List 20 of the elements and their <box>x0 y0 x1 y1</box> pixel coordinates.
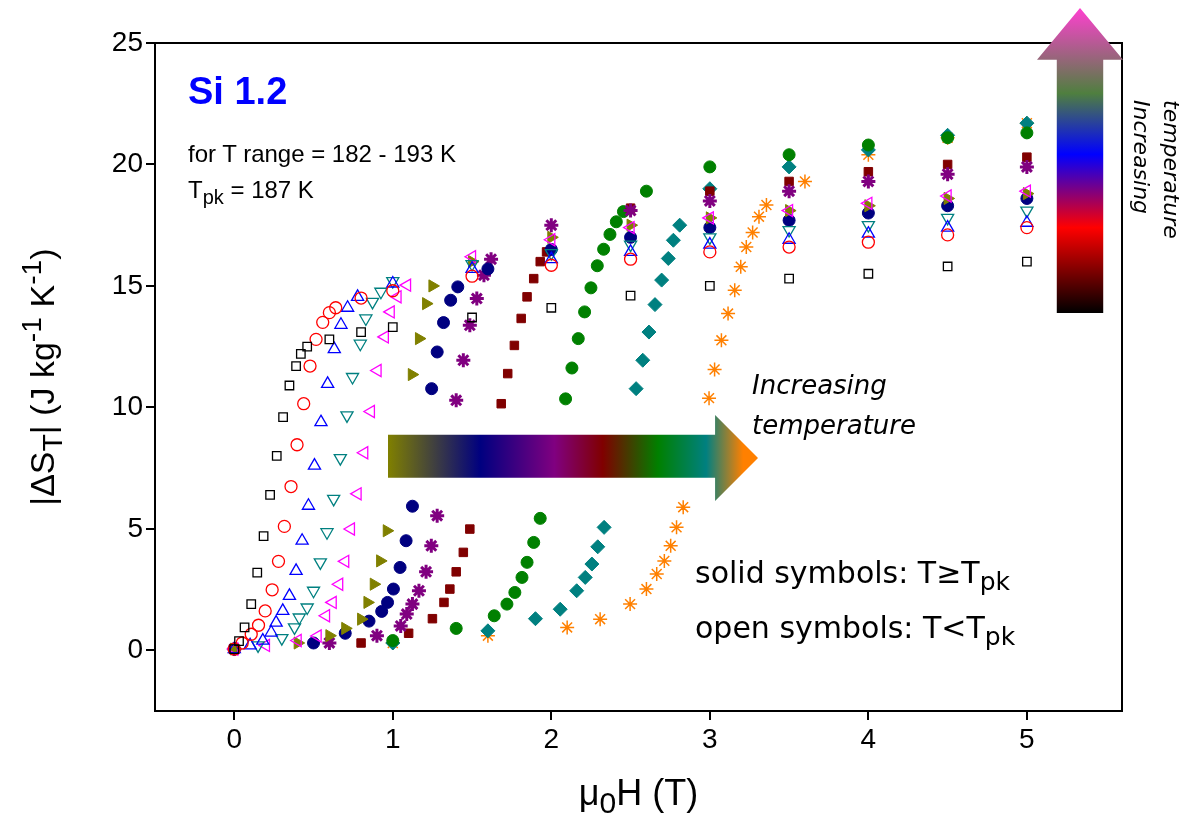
x-tick-label: 2 <box>543 722 560 754</box>
x-tick-label: 0 <box>226 722 243 754</box>
annotation: solid symbols: T≥T$_{pk}$ <box>695 555 1010 596</box>
annotation: open symbols: T<T$_{pk}$ <box>695 610 1016 651</box>
y-tick-label: 15 <box>111 268 143 300</box>
y-tick-label: 25 <box>111 25 143 57</box>
x-tick-label: 4 <box>860 722 877 754</box>
annotation: Si 1.2 <box>188 70 288 113</box>
annotation: T$_{pk}$ = 187 K <box>188 176 314 209</box>
y-tick-label: 10 <box>111 390 143 422</box>
y-tick-label: 0 <box>127 632 143 664</box>
annotation: for T range = 182 - 193 K <box>188 140 456 168</box>
x-axis-title: μ$_{0}$H (T) <box>577 772 700 821</box>
x-tick-label: 1 <box>385 722 401 754</box>
x-tick-label: 5 <box>1019 722 1035 754</box>
y-tick-label: 5 <box>127 511 143 543</box>
text: Increasing temperature <box>1128 100 1185 241</box>
y-tick-label: 20 <box>111 147 143 179</box>
x-tick-label: 3 <box>702 722 718 754</box>
annotation: Increasing temperature <box>752 369 917 442</box>
